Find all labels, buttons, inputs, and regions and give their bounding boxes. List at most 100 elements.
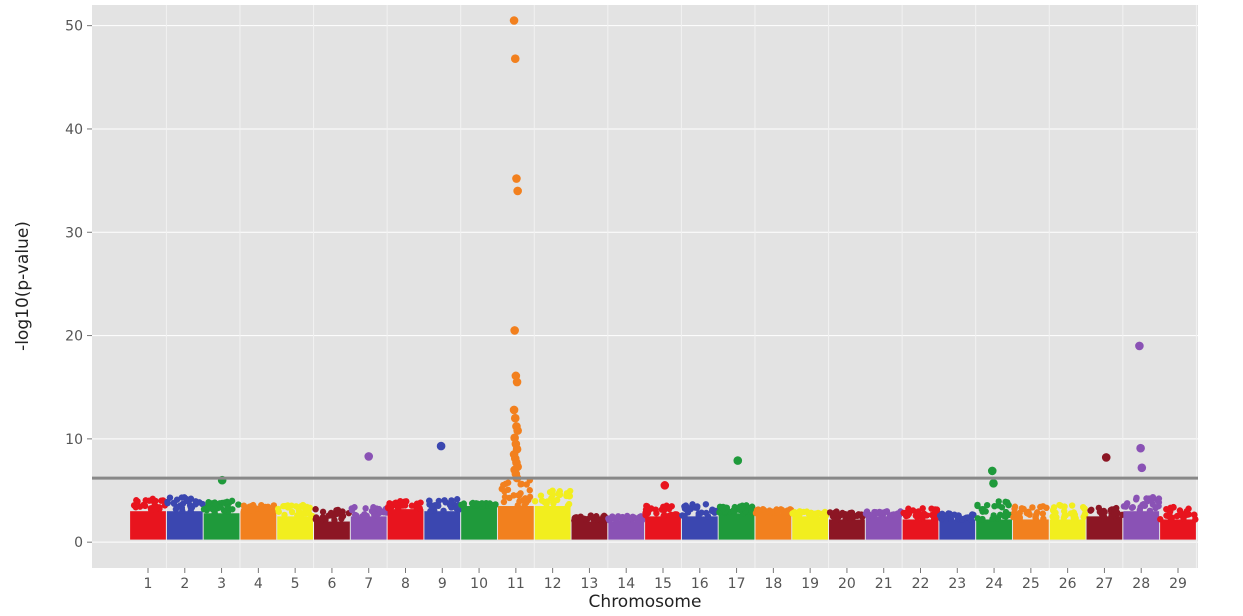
chromosome-14-band	[605, 512, 647, 540]
chromosome-12-point	[548, 495, 555, 502]
x-tick-label: 22	[912, 576, 930, 592]
chromosome-29-point	[1166, 508, 1174, 516]
chromosome-20-body	[829, 519, 865, 540]
chromosome-11-body	[497, 506, 534, 540]
chromosome-7-point	[371, 512, 378, 519]
chromosome-4-point	[241, 504, 249, 512]
chromosome-24-point	[983, 501, 991, 509]
chromosome-28-point	[1124, 500, 1131, 507]
chromosome-18-body	[755, 513, 792, 540]
chromosome-28-point	[1132, 496, 1140, 503]
chromosome-11-point	[501, 493, 509, 501]
x-tick-label: 23	[948, 576, 966, 592]
chromosome-12-body	[534, 506, 571, 540]
chromosome-25-point	[1040, 515, 1047, 523]
chromosome-10-point	[478, 500, 486, 507]
chromosome-23-body	[939, 519, 976, 540]
chromosome-18-point	[774, 507, 781, 515]
y-tick-label: 10	[65, 432, 83, 448]
x-tick-label: 6	[327, 576, 336, 592]
chromosome-21-point	[878, 509, 885, 516]
chromosome-9-point	[427, 507, 434, 515]
chromosome-12-point	[565, 500, 573, 508]
x-tick-label: 2	[180, 576, 189, 592]
chromosome-25-point	[1016, 514, 1024, 521]
chromosome-25-point	[1039, 510, 1047, 517]
chromosome-9-point	[435, 497, 443, 505]
chromosome-10-point	[490, 501, 497, 509]
data-point-chr-28	[1137, 463, 1147, 473]
chromosome-21-band	[862, 508, 904, 540]
chromosome-14-point	[637, 518, 644, 525]
chromosome-15-band	[642, 502, 681, 540]
chromosome-16-point	[692, 504, 699, 511]
chromosome-24-body	[976, 519, 1012, 540]
chromosome-25-point	[1011, 503, 1019, 510]
chromosome-15-point	[648, 505, 655, 512]
chromosome-29-body	[1160, 519, 1196, 540]
chromosome-28-point	[1155, 502, 1162, 510]
chromosome-17-body	[718, 513, 755, 540]
data-point-chr-11	[513, 186, 522, 196]
chromosome-22-body	[902, 519, 939, 540]
chromosome-19-point	[807, 511, 815, 518]
chromosome-6-point	[331, 516, 338, 524]
chromosome-7-point	[375, 505, 383, 513]
x-tick-label: 4	[254, 576, 263, 592]
chromosome-4-band	[240, 501, 278, 540]
chromosome-12-point	[531, 498, 539, 505]
x-tick-label: 14	[617, 576, 635, 592]
chromosome-27-point	[1111, 506, 1118, 513]
chromosome-22-point	[919, 505, 926, 512]
plot-background	[92, 5, 1198, 568]
chromosome-11-point	[526, 493, 534, 501]
chromosome-9-point	[440, 507, 447, 514]
y-tick-label: 0	[74, 535, 83, 551]
chromosome-24-point	[1005, 501, 1012, 509]
chromosome-5-point	[281, 511, 288, 519]
x-tick-label: 21	[875, 576, 893, 592]
chromosome-5-point	[303, 503, 311, 511]
chromosome-16-body	[681, 516, 718, 540]
chromosome-bands	[130, 477, 1199, 540]
x-tick-label: 27	[1096, 576, 1114, 592]
chromosome-19-body	[792, 516, 829, 540]
chromosome-3-point	[235, 501, 242, 508]
chromosome-17-point	[739, 505, 746, 512]
chromosome-21-point	[890, 511, 898, 518]
chromosome-2-point	[199, 500, 206, 508]
chromosome-6-point	[321, 515, 328, 522]
chromosome-24-point	[995, 502, 1002, 509]
chromosome-20-band	[826, 508, 866, 540]
chromosome-25-point	[1029, 504, 1036, 511]
chromosome-4-point	[246, 507, 254, 514]
chromosome-12-band	[531, 487, 574, 540]
chromosome-22-point	[913, 510, 921, 518]
chromosome-8-point	[413, 504, 420, 511]
chromosome-23-point	[946, 510, 953, 517]
chromosome-28-point	[1146, 507, 1154, 515]
chromosome-18-band	[752, 506, 795, 540]
x-tick-label: 28	[1132, 576, 1150, 592]
chromosome-26-band	[1049, 501, 1089, 540]
x-tick-label: 3	[217, 576, 226, 592]
chromosome-5-point	[274, 505, 282, 513]
chromosome-26-point	[1070, 509, 1078, 516]
chromosome-11-point	[520, 496, 527, 504]
chromosome-12-point	[537, 492, 545, 499]
data-point-chr-24	[989, 478, 998, 488]
chromosome-27-band	[1086, 504, 1126, 540]
chromosome-21-body	[865, 516, 902, 540]
chromosome-12-point	[546, 488, 554, 496]
chromosome-2-point	[170, 499, 177, 507]
chromosome-1-point	[132, 504, 139, 511]
chromosome-18-point	[766, 507, 773, 514]
chromosome-26-body	[1049, 519, 1086, 540]
data-point-chr-17	[733, 456, 743, 465]
chromosome-3-point	[205, 499, 212, 506]
x-tick-label: 8	[401, 576, 410, 592]
chromosome-13-body	[571, 521, 608, 540]
chromosome-19-band	[789, 508, 830, 540]
x-tick-label: 13	[581, 576, 599, 592]
chromosome-20-point	[849, 514, 857, 521]
